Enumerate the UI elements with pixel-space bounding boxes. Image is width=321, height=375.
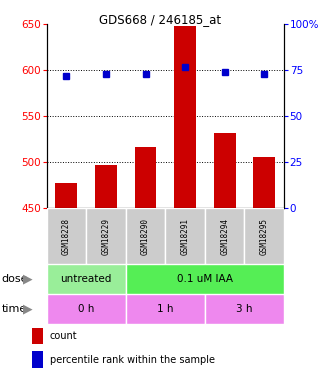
Bar [95, 165, 117, 208]
Bar [214, 133, 236, 208]
Bar [134, 147, 156, 208]
Text: GSM18291: GSM18291 [181, 218, 190, 255]
Text: GDS668 / 246185_at: GDS668 / 246185_at [100, 13, 221, 26]
Text: dose: dose [2, 274, 28, 284]
Text: GSM18290: GSM18290 [141, 218, 150, 255]
Bar [126, 294, 205, 324]
Bar [165, 208, 205, 264]
Text: ▶: ▶ [22, 273, 32, 286]
Bar [32, 351, 43, 368]
Bar [205, 208, 245, 264]
Bar [126, 208, 165, 264]
Text: GSM18228: GSM18228 [62, 218, 71, 255]
Bar [205, 294, 284, 324]
Text: count: count [50, 331, 77, 341]
Bar [245, 208, 284, 264]
Text: GSM18295: GSM18295 [260, 218, 269, 255]
Bar [47, 294, 126, 324]
Bar [32, 328, 43, 344]
Text: 1 h: 1 h [157, 304, 174, 314]
Text: time: time [2, 304, 27, 314]
Text: ▶: ▶ [22, 303, 32, 316]
Bar [47, 264, 126, 294]
Bar [253, 157, 275, 208]
Bar [86, 208, 126, 264]
Bar [174, 26, 196, 208]
Bar [126, 264, 284, 294]
Text: GSM18229: GSM18229 [101, 218, 110, 255]
Text: 0 h: 0 h [78, 304, 94, 314]
Text: untreated: untreated [60, 274, 112, 284]
Text: GSM18294: GSM18294 [220, 218, 229, 255]
Text: 3 h: 3 h [236, 304, 253, 314]
Bar [56, 183, 77, 208]
Text: 0.1 uM IAA: 0.1 uM IAA [177, 274, 233, 284]
Text: percentile rank within the sample: percentile rank within the sample [50, 354, 215, 364]
Bar [47, 208, 86, 264]
